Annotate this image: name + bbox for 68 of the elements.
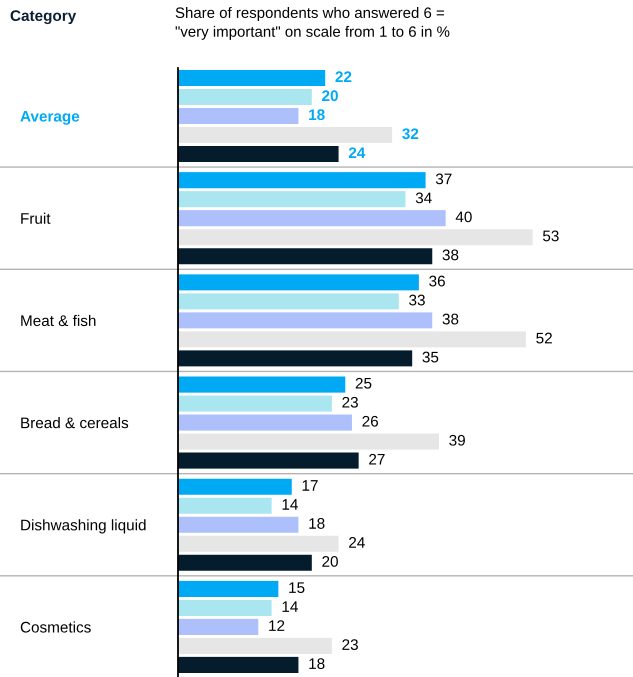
chart-title: Share of respondents who answered 6 = "very important" on scale from 1 to 6 in % bbox=[176, 7, 450, 40]
bar bbox=[178, 146, 339, 162]
bar bbox=[178, 600, 272, 616]
data-label: 17 bbox=[302, 480, 318, 491]
bar bbox=[178, 618, 258, 635]
bar bbox=[178, 274, 419, 290]
data-label: 38 bbox=[442, 250, 458, 260]
y-tick-label: Dishwashing liquid bbox=[21, 519, 146, 534]
data-label: 24 bbox=[348, 147, 366, 158]
data-label: 32 bbox=[402, 128, 418, 140]
bar bbox=[178, 331, 526, 348]
bar bbox=[178, 127, 392, 144]
bar bbox=[178, 498, 272, 514]
data-label: 27 bbox=[369, 454, 385, 465]
data-label: 14 bbox=[282, 601, 298, 612]
y-tick-label: Cosmetics bbox=[20, 621, 91, 633]
data-label: 22 bbox=[335, 71, 352, 82]
y-tick-label: Bread & cereals bbox=[21, 417, 128, 428]
data-label: 20 bbox=[322, 556, 338, 567]
y-tick-label: Meat & fish bbox=[21, 314, 96, 326]
bar bbox=[178, 434, 439, 450]
bar bbox=[178, 376, 346, 393]
data-label: 38 bbox=[442, 314, 458, 324]
bar bbox=[178, 478, 292, 495]
data-label: 26 bbox=[362, 416, 378, 427]
data-label: 34 bbox=[416, 192, 432, 204]
data-label: 24 bbox=[349, 537, 365, 548]
data-label: 23 bbox=[342, 639, 358, 650]
y-tick-label: Average bbox=[20, 111, 80, 125]
bar bbox=[178, 312, 432, 328]
data-label: 37 bbox=[436, 173, 452, 184]
data-label: 35 bbox=[422, 352, 438, 362]
data-label: 40 bbox=[456, 211, 472, 222]
bar bbox=[178, 580, 278, 597]
bar bbox=[178, 70, 326, 86]
bar bbox=[178, 554, 312, 571]
data-label: 33 bbox=[409, 294, 425, 306]
bar bbox=[178, 293, 399, 310]
data-label: 36 bbox=[429, 276, 445, 286]
data-label: 14 bbox=[282, 499, 298, 510]
bar bbox=[178, 536, 339, 552]
bar bbox=[178, 452, 359, 469]
bar bbox=[178, 414, 352, 431]
data-label: 39 bbox=[449, 434, 465, 446]
bar bbox=[178, 229, 533, 246]
data-label: 15 bbox=[289, 582, 304, 594]
data-label: 20 bbox=[322, 90, 338, 102]
bar bbox=[178, 108, 298, 124]
y-axis-title: Category bbox=[10, 10, 76, 24]
bar bbox=[178, 350, 412, 366]
data-label: 53 bbox=[542, 230, 559, 242]
data-label: 18 bbox=[309, 109, 325, 120]
bar bbox=[178, 396, 332, 412]
data-label: 23 bbox=[342, 396, 358, 408]
data-label: 52 bbox=[536, 332, 552, 344]
bar bbox=[178, 656, 298, 673]
data-label: 25 bbox=[356, 378, 372, 389]
bar bbox=[178, 638, 332, 654]
bar bbox=[178, 516, 298, 533]
bar bbox=[178, 248, 432, 264]
data-label: 18 bbox=[309, 518, 324, 529]
data-label: 12 bbox=[269, 620, 284, 631]
bar bbox=[178, 191, 406, 208]
bar bbox=[178, 172, 426, 188]
data-label: 18 bbox=[309, 658, 324, 670]
bar bbox=[178, 89, 312, 106]
y-tick-label: Fruit bbox=[21, 212, 50, 224]
bar bbox=[178, 210, 446, 226]
